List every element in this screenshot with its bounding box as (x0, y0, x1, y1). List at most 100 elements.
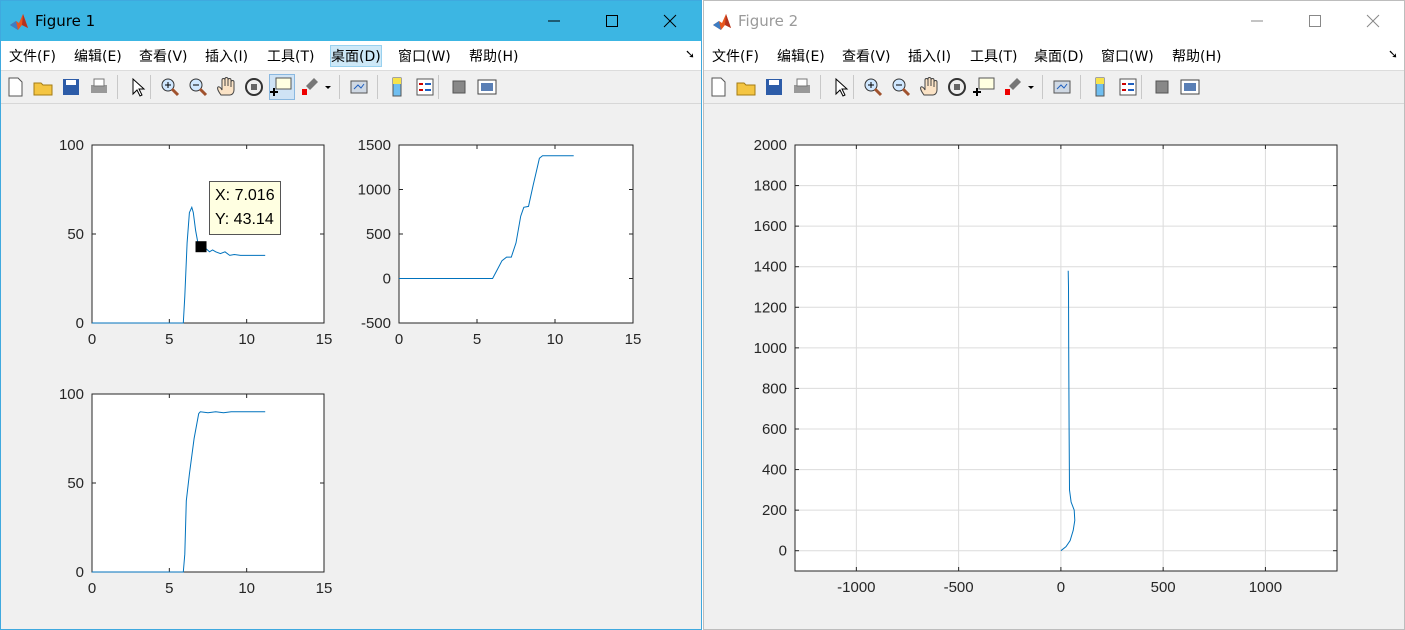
zoom-in-icon[interactable] (158, 75, 182, 99)
menu-window[interactable]: 窗口(W) (398, 49, 451, 65)
insert-colorbar-icon[interactable] (385, 75, 409, 99)
menu-desktop[interactable]: 桌面(D) (330, 45, 382, 67)
edit-plot-arrow-icon[interactable] (125, 75, 149, 99)
menu-help[interactable]: 帮助(H) (1172, 49, 1222, 65)
close-button[interactable] (647, 5, 693, 37)
menu-view[interactable]: 查看(V) (842, 49, 891, 65)
link-plot-icon[interactable] (1050, 75, 1074, 99)
axes-background (399, 145, 633, 323)
toolbar-separator (1042, 75, 1043, 99)
brush-dropdown-icon[interactable] (323, 75, 333, 99)
x-tick-label: 1000 (1249, 579, 1282, 596)
y-tick-label: 1400 (754, 259, 787, 276)
brush-dropdown-icon[interactable] (1026, 75, 1036, 99)
brush-icon (1005, 78, 1021, 95)
minimize-icon (1251, 20, 1263, 22)
close-button[interactable] (1350, 5, 1396, 37)
show-plot-tools-icon[interactable] (1178, 75, 1202, 99)
brush-dropdown-icon (1028, 86, 1034, 89)
figure2-axes[interactable]: -1000 -500 0 500 1000 0 200 400 600 800 1000 1200 14… (754, 137, 1338, 596)
menu-desktop[interactable]: 桌面(D) (1034, 49, 1084, 65)
insert-legend-icon[interactable] (1116, 75, 1140, 99)
data-cursor-icon[interactable] (973, 75, 997, 99)
new-figure-icon[interactable] (706, 75, 730, 99)
figure1-menu-bar: 文件(F) 编辑(E) 查看(V) 插入(I) 工具(T) 桌面(D) 窗口(W… (1, 41, 701, 71)
hide-plot-tools-icon[interactable] (447, 75, 471, 99)
rotate-3d-icon[interactable] (242, 75, 266, 99)
link-plot-icon[interactable] (347, 75, 371, 99)
series-line[interactable] (399, 155, 574, 279)
toolbar-separator (820, 75, 821, 99)
menu-edit[interactable]: 编辑(E) (74, 49, 122, 65)
figure2-axes-canvas[interactable]: -1000 -500 0 500 1000 0 200 400 600 800 1000 1200 14… (704, 104, 1404, 629)
figure2-window[interactable]: Figure 2 文件(F) 编辑(E) 查看(V) 插入(I) 工具(T) 桌… (703, 0, 1405, 630)
series-line[interactable] (1060, 270, 1076, 552)
subplot-1-axes[interactable]: 0 5 10 15 0 50 100 (59, 137, 332, 348)
minimize-button[interactable] (1234, 5, 1280, 37)
menu-window[interactable]: 窗口(W) (1101, 49, 1154, 65)
save-icon[interactable] (762, 75, 786, 99)
brush-icon (302, 78, 318, 95)
print-icon[interactable] (87, 75, 111, 99)
zoom-out-icon[interactable] (889, 75, 913, 99)
menu-tools[interactable]: 工具(T) (267, 49, 315, 65)
minimize-button[interactable] (531, 5, 577, 37)
rotate-3d-icon[interactable] (945, 75, 969, 99)
insert-legend-icon (416, 78, 434, 96)
maximize-button[interactable] (589, 5, 635, 37)
brush-icon[interactable] (1001, 75, 1025, 99)
subplot-3-axes[interactable]: 0 5 10 15 0 50 100 (59, 386, 332, 597)
menu-view[interactable]: 查看(V) (139, 49, 188, 65)
figure1-title-bar[interactable]: Figure 1 (1, 1, 701, 41)
open-file-icon[interactable] (734, 75, 758, 99)
menu-edit[interactable]: 编辑(E) (777, 49, 825, 65)
data-tip[interactable]: X: 7.016 Y: 43.14 (209, 181, 281, 235)
pan-hand-icon[interactable] (917, 75, 941, 99)
axes-background (92, 394, 324, 572)
toolbar-separator (339, 75, 340, 99)
pan-hand-icon[interactable] (214, 75, 238, 99)
hide-plot-tools-icon[interactable] (1150, 75, 1174, 99)
menu-file[interactable]: 文件(F) (9, 49, 56, 65)
maximize-button[interactable] (1292, 5, 1338, 37)
data-cursor-icon[interactable] (269, 74, 295, 100)
print-icon (91, 78, 107, 93)
data-tip-marker[interactable] (195, 241, 207, 253)
show-plot-tools-icon[interactable] (475, 75, 499, 99)
y-tick-label: 50 (67, 226, 84, 243)
menu-overflow-icon[interactable]: ➘ (684, 47, 695, 61)
save-icon[interactable] (59, 75, 83, 99)
figure1-window[interactable]: Figure 1 文件(F) 编辑(E) 查看(V) 插入(I) 工具(T) 桌… (0, 0, 702, 630)
zoom-out-icon[interactable] (186, 75, 210, 99)
zoom-in-icon (864, 78, 883, 97)
menu-insert[interactable]: 插入(I) (908, 49, 952, 65)
figure2-toolbar (704, 71, 1404, 104)
insert-colorbar-icon[interactable] (1088, 75, 1112, 99)
x-tick-label: 10 (238, 580, 255, 597)
insert-legend-icon (1119, 78, 1137, 96)
figure1-title: Figure 1 (35, 12, 96, 30)
zoom-in-icon[interactable] (861, 75, 885, 99)
menu-file[interactable]: 文件(F) (712, 49, 759, 65)
menu-tools[interactable]: 工具(T) (970, 49, 1018, 65)
menu-insert[interactable]: 插入(I) (205, 49, 249, 65)
new-figure-icon[interactable] (3, 75, 27, 99)
x-tick-label: 0 (1057, 579, 1065, 596)
data-tip-x: X: 7.016 (215, 187, 275, 204)
edit-plot-arrow-icon[interactable] (828, 75, 852, 99)
pan-hand-icon (217, 77, 235, 96)
brush-icon[interactable] (298, 75, 322, 99)
menu-help[interactable]: 帮助(H) (469, 49, 519, 65)
rotate-3d-icon (948, 78, 966, 96)
y-tick-label: 1600 (754, 218, 787, 235)
series-line[interactable] (92, 411, 266, 573)
insert-legend-icon[interactable] (413, 75, 437, 99)
y-tick-label: 100 (59, 386, 84, 403)
print-icon[interactable] (790, 75, 814, 99)
figure2-title-bar[interactable]: Figure 2 (704, 1, 1404, 41)
menu-overflow-icon[interactable]: ➘ (1387, 47, 1398, 61)
x-tick-label: -500 (944, 579, 974, 596)
open-file-icon[interactable] (31, 75, 55, 99)
